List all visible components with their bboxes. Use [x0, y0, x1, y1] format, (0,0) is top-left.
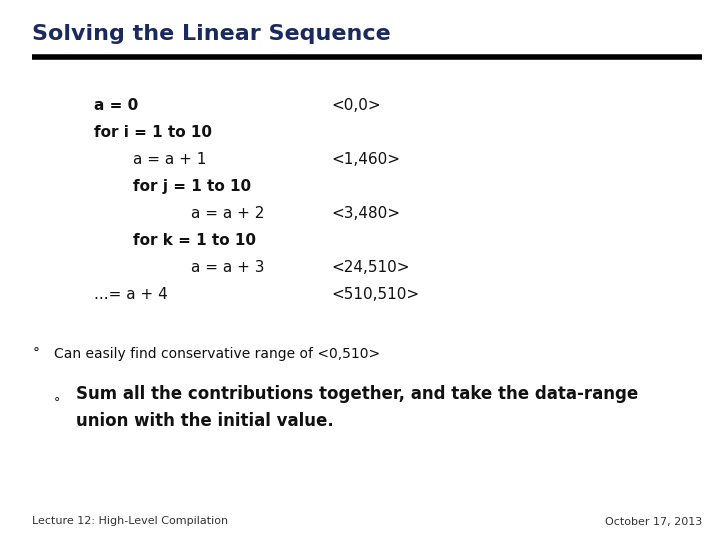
Text: a = 0: a = 0	[94, 98, 138, 113]
Text: <3,480>: <3,480>	[331, 206, 400, 221]
Text: union with the initial value.: union with the initial value.	[76, 412, 333, 430]
Text: Lecture 12: High-Level Compilation: Lecture 12: High-Level Compilation	[32, 516, 228, 526]
Text: <0,0>: <0,0>	[331, 98, 381, 113]
Text: for i = 1 to 10: for i = 1 to 10	[94, 125, 212, 140]
Text: <510,510>: <510,510>	[331, 287, 419, 302]
Text: ...= a + 4: ...= a + 4	[94, 287, 167, 302]
Text: for j = 1 to 10: for j = 1 to 10	[133, 179, 251, 194]
Text: a = a + 2: a = a + 2	[191, 206, 264, 221]
Text: Can easily find conservative range of <0,510>: Can easily find conservative range of <0…	[54, 347, 380, 361]
Text: °: °	[32, 347, 40, 361]
Text: for k = 1 to 10: for k = 1 to 10	[133, 233, 256, 248]
Text: Solving the Linear Sequence: Solving the Linear Sequence	[32, 24, 391, 44]
Text: <24,510>: <24,510>	[331, 260, 410, 275]
Text: a = a + 1: a = a + 1	[133, 152, 207, 167]
Text: Sum all the contributions together, and take the data-range: Sum all the contributions together, and …	[76, 385, 638, 403]
Text: October 17, 2013: October 17, 2013	[605, 516, 702, 526]
Text: a = a + 3: a = a + 3	[191, 260, 264, 275]
Text: °: °	[54, 396, 60, 409]
Text: <1,460>: <1,460>	[331, 152, 400, 167]
